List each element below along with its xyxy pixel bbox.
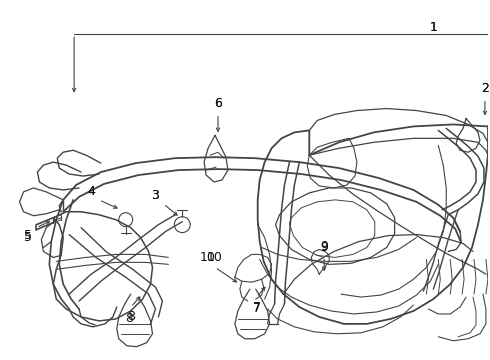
- Text: 6: 6: [214, 97, 222, 110]
- Text: 7: 7: [253, 301, 261, 314]
- Text: 9: 9: [320, 241, 328, 254]
- Text: 4: 4: [87, 185, 95, 198]
- Text: 3: 3: [151, 189, 159, 202]
- Text: 5: 5: [24, 229, 32, 242]
- Text: 8: 8: [124, 312, 133, 325]
- Text: 4: 4: [87, 185, 95, 198]
- Text: 1: 1: [429, 21, 437, 34]
- Text: 7: 7: [253, 302, 261, 315]
- Text: 3: 3: [151, 189, 159, 202]
- Text: 8: 8: [127, 310, 135, 323]
- Text: 10: 10: [207, 251, 223, 264]
- Text: 10: 10: [200, 251, 216, 264]
- Text: 2: 2: [481, 82, 489, 95]
- Text: 9: 9: [320, 240, 328, 253]
- Text: 5: 5: [24, 231, 32, 244]
- Text: 1: 1: [429, 21, 437, 34]
- Text: 2: 2: [481, 82, 489, 95]
- Text: 6: 6: [214, 97, 222, 110]
